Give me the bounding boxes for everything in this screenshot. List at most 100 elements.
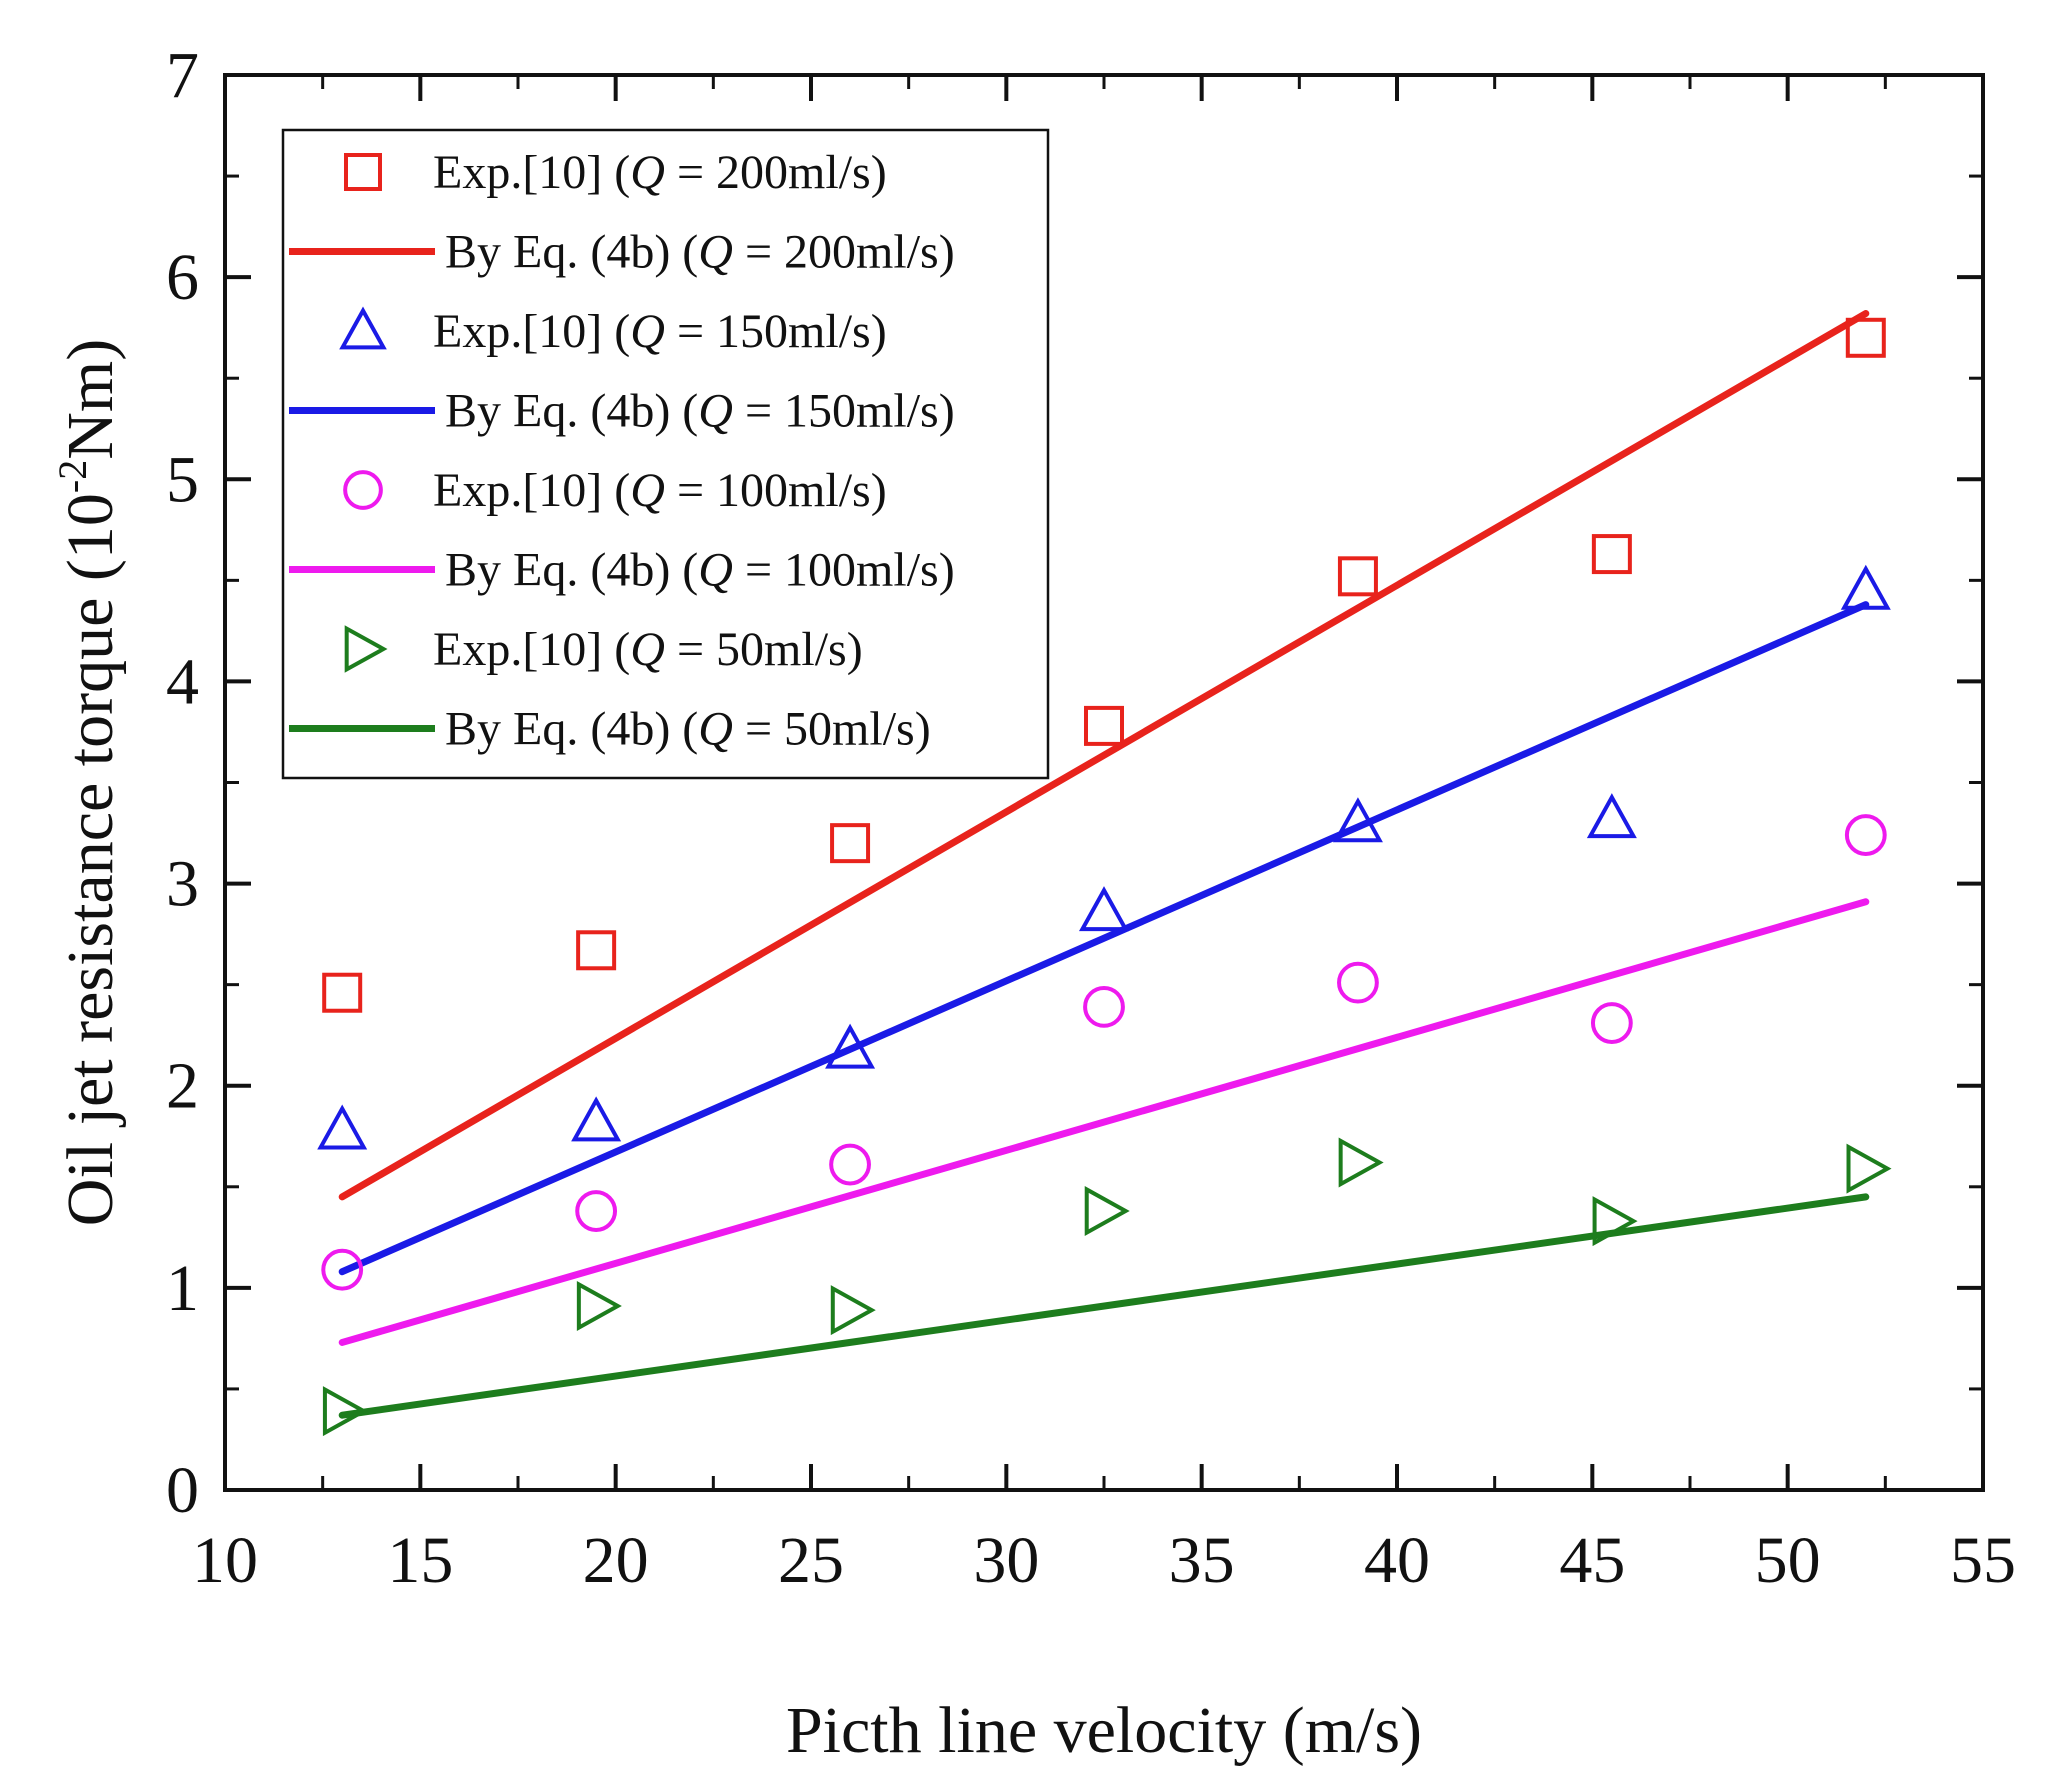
legend-label: By Eq. (4b) (Q = 150ml/s) <box>445 385 955 438</box>
legend-label: Exp.[10] (Q = 200ml/s) <box>433 146 887 199</box>
fit-line <box>338 898 1870 1346</box>
legend-label-suffix: = 200ml/s) <box>733 226 955 279</box>
data-point <box>321 1248 364 1291</box>
data-point <box>576 930 617 971</box>
legend-label-prefix: Exp.[10] ( <box>433 623 630 676</box>
legend-label: By Eq. (4b) (Q = 50ml/s) <box>445 703 931 756</box>
legend-label-suffix: = 200ml/s) <box>665 146 887 199</box>
legend-entry: By Eq. (4b) (Q = 100ml/s) <box>289 544 955 597</box>
series-line-1 <box>338 310 1870 1201</box>
data-point <box>571 1096 622 1142</box>
y-tick-label: 0 <box>166 1454 199 1527</box>
legend-entry: By Eq. (4b) (Q = 50ml/s) <box>289 703 931 756</box>
data-point <box>1586 793 1637 839</box>
legend-entry: Exp.[10] (Q = 100ml/s) <box>343 464 887 517</box>
y-tick-label: 2 <box>166 1050 199 1123</box>
y-tick-label: 1 <box>166 1252 199 1325</box>
legend-label-prefix: By Eq. (4b) ( <box>445 544 698 597</box>
legend-label: By Eq. (4b) (Q = 200ml/s) <box>445 226 955 279</box>
series-layer <box>317 310 1892 1437</box>
series-line-7 <box>338 1193 1870 1419</box>
data-point <box>575 1190 618 1232</box>
data-point <box>830 1285 876 1336</box>
data-point <box>576 1281 622 1332</box>
x-axis-title: Picth line velocity (m/s) <box>786 1694 1422 1767</box>
data-point <box>322 1386 368 1437</box>
legend-label-suffix: = 100ml/s) <box>665 464 887 517</box>
legend-label-variable: Q <box>630 464 665 517</box>
legend-label-suffix: = 150ml/s) <box>733 385 955 438</box>
legend-marker-swatch <box>344 625 388 673</box>
series-markers-0 <box>322 317 1886 1013</box>
y-axis-title-exponent: -2 <box>50 460 95 493</box>
legend-label-variable: Q <box>630 305 665 358</box>
data-point <box>1337 556 1378 597</box>
x-tick-label: 15 <box>387 1524 453 1597</box>
data-point <box>1590 1002 1633 1044</box>
data-point <box>1084 705 1124 746</box>
legend-label-suffix: = 50ml/s) <box>665 623 863 676</box>
data-point <box>1338 1137 1384 1188</box>
legend-label: Exp.[10] (Q = 50ml/s) <box>433 623 863 676</box>
x-tick-label: 30 <box>973 1524 1039 1597</box>
legend-label-prefix: By Eq. (4b) ( <box>445 385 698 438</box>
legend-marker-swatch <box>343 470 383 510</box>
x-tick-label: 20 <box>583 1524 649 1597</box>
legend-label-prefix: Exp.[10] ( <box>433 146 630 199</box>
fit-line <box>338 310 1870 1201</box>
legend-entry: Exp.[10] (Q = 50ml/s) <box>344 623 863 676</box>
x-tick-label: 10 <box>192 1524 258 1597</box>
legend-label: By Eq. (4b) (Q = 100ml/s) <box>445 544 955 597</box>
y-axis-title-unit: Nm) <box>54 339 127 460</box>
legend-marker-swatch <box>339 306 387 350</box>
legend-label: Exp.[10] (Q = 100ml/s) <box>433 464 887 517</box>
plot-frame <box>223 73 1985 1492</box>
y-tick-label: 5 <box>166 443 199 516</box>
data-point <box>1337 961 1379 1004</box>
series-markers-2 <box>317 564 1891 1150</box>
series-line-5 <box>338 898 1870 1346</box>
data-point <box>1332 797 1383 843</box>
legend-label-suffix: = 100ml/s) <box>733 544 955 597</box>
data-point <box>1084 1186 1130 1237</box>
legend-label-suffix: = 150ml/s) <box>665 305 887 358</box>
series-markers-4 <box>321 814 1887 1291</box>
data-point <box>830 823 871 864</box>
legend-label-suffix: = 50ml/s) <box>733 703 931 756</box>
legend-marker-swatch <box>344 153 382 191</box>
legend-label-variable: Q <box>630 146 665 199</box>
y-tick-label: 3 <box>166 848 199 921</box>
data-point <box>825 1023 876 1069</box>
data-point <box>1846 1143 1892 1194</box>
legend-label-prefix: By Eq. (4b) ( <box>445 226 698 279</box>
legend-label: Exp.[10] (Q = 150ml/s) <box>433 305 887 358</box>
legend-entry: Exp.[10] (Q = 150ml/s) <box>339 305 887 358</box>
legend: Exp.[10] (Q = 200ml/s) By Eq. (4b) (Q = … <box>281 128 1050 780</box>
data-point <box>1840 564 1891 610</box>
y-tick-label: 4 <box>166 645 199 718</box>
data-point <box>1592 1196 1638 1247</box>
series-markers-6 <box>322 1137 1892 1437</box>
legend-entry: By Eq. (4b) (Q = 150ml/s) <box>289 385 955 438</box>
x-tick-label: 25 <box>778 1524 844 1597</box>
data-point <box>317 1104 368 1150</box>
y-tick-label: 6 <box>166 241 199 314</box>
legend-label-variable: Q <box>698 703 733 756</box>
data-point <box>322 972 363 1013</box>
data-point <box>1844 814 1887 856</box>
legend-entry: By Eq. (4b) (Q = 200ml/s) <box>289 226 955 279</box>
legend-entry: Exp.[10] (Q = 200ml/s) <box>344 146 887 199</box>
legend-label-variable: Q <box>630 623 665 676</box>
x-tick-label: 35 <box>1169 1524 1235 1597</box>
legend-box <box>281 128 1050 780</box>
x-tick-label: 45 <box>1559 1524 1625 1597</box>
data-point <box>1079 886 1129 932</box>
x-tick-label: 55 <box>1950 1524 2016 1597</box>
x-tick-label: 50 <box>1755 1524 1821 1597</box>
legend-label-prefix: Exp.[10] ( <box>433 464 630 517</box>
legend-label-prefix: By Eq. (4b) ( <box>445 703 698 756</box>
fit-line <box>338 601 1870 1276</box>
data-point <box>1845 317 1886 358</box>
